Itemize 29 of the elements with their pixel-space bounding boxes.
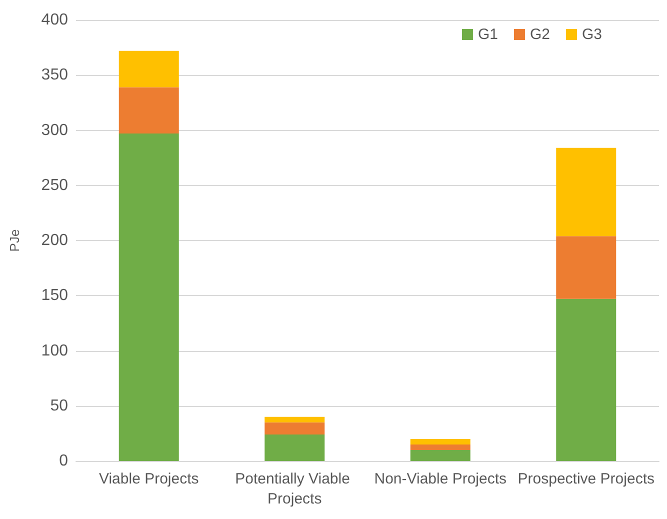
bar	[118, 87, 179, 134]
bar	[556, 236, 616, 299]
x-tick-label: Non-Viable Projects	[374, 470, 507, 488]
y-tick-label: 0	[59, 452, 68, 470]
bar	[410, 450, 470, 461]
x-tick-label: Viable Projects	[98, 470, 199, 488]
y-tick-label: 100	[41, 342, 68, 360]
bar	[264, 422, 325, 435]
bar	[118, 134, 179, 461]
y-axis-title: PJe	[7, 229, 22, 252]
x-tick-label: Prospective Projects	[518, 470, 654, 488]
y-tick-label: 400	[41, 12, 68, 28]
bar	[410, 438, 470, 444]
legend-label: G1	[478, 26, 498, 43]
legend-label: G2	[530, 26, 550, 43]
y-tick-label: 50	[50, 397, 68, 414]
y-tick-label: 300	[41, 122, 68, 139]
y-tick-label: 350	[41, 66, 68, 84]
bar	[264, 416, 325, 422]
x-tick-label: Potentially Viable Projects	[235, 470, 354, 508]
y-tick-label: 150	[41, 287, 68, 304]
y-tick-label: 200	[41, 232, 68, 249]
bar	[264, 434, 325, 461]
bar	[118, 50, 179, 88]
bar	[556, 148, 616, 236]
legend-label: G3	[582, 26, 602, 43]
y-tick-label: 250	[41, 176, 68, 194]
bar	[556, 298, 616, 461]
bar	[410, 444, 470, 450]
